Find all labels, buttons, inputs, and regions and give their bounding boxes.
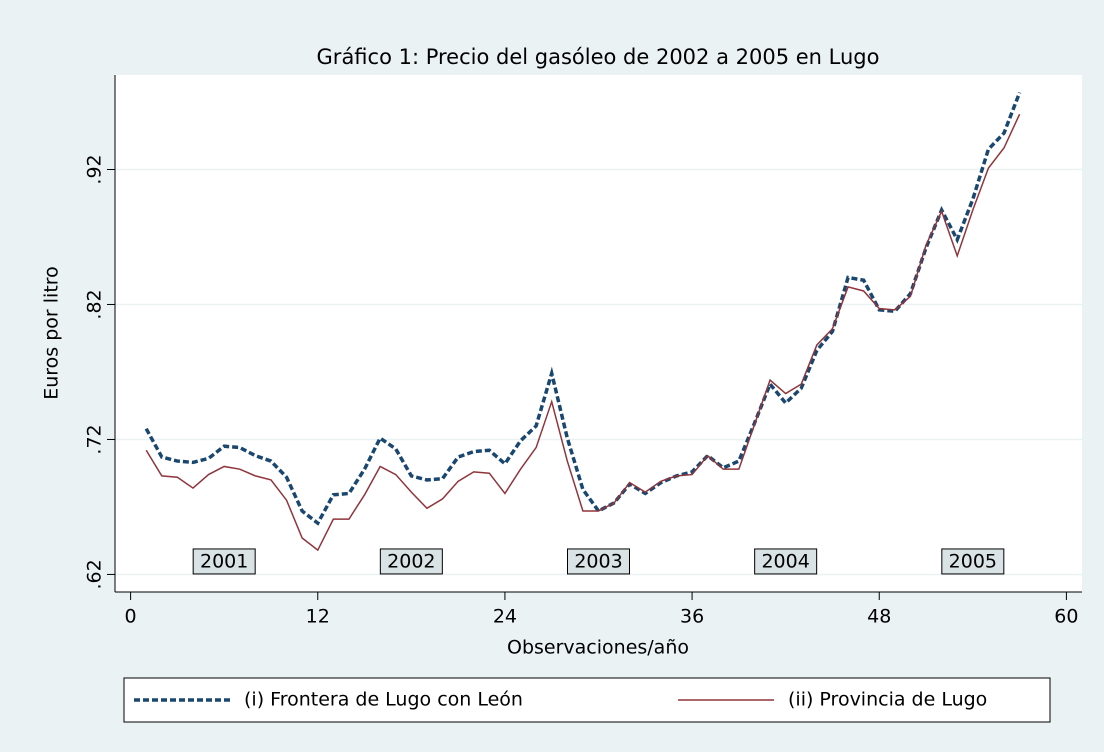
y-tick-label: .62 [84, 559, 106, 589]
annotation-box [941, 548, 1005, 575]
legend-label: (ii) Provincia de Lugo [788, 689, 987, 711]
y-tick-label: .72 [84, 424, 106, 454]
x-tick-label: 24 [493, 606, 517, 628]
series-line [145, 113, 1021, 552]
annotation: 2003 [574, 550, 622, 572]
annotation: 2004 [761, 550, 809, 572]
annotation: 2002 [387, 550, 435, 572]
x-tick-label: 0 [125, 606, 137, 628]
x-tick-label: 12 [306, 606, 330, 628]
annotation: 2001 [200, 550, 248, 572]
y-axis-label: Euros por litro [41, 266, 63, 400]
x-tick-label: 48 [867, 606, 891, 628]
annotation-box [754, 548, 818, 575]
annotation: 2005 [949, 550, 997, 572]
x-tick-label: 36 [680, 606, 704, 628]
annotation-box [379, 548, 443, 575]
plot-area [115, 75, 1082, 592]
y-tick-label: .82 [84, 289, 106, 319]
annotation-box [192, 548, 256, 575]
x-tick-label: 60 [1054, 606, 1078, 628]
series-line [144, 91, 1022, 526]
chart-title: Gráfico 1: Precio del gasóleo de 2002 a … [317, 45, 880, 69]
legend [123, 677, 1051, 723]
legend-label: (i) Frontera de Lugo con León [244, 689, 523, 711]
y-tick-label: .92 [84, 154, 106, 184]
x-axis-label: Observaciones/año [507, 637, 689, 659]
annotation-box [567, 548, 630, 575]
